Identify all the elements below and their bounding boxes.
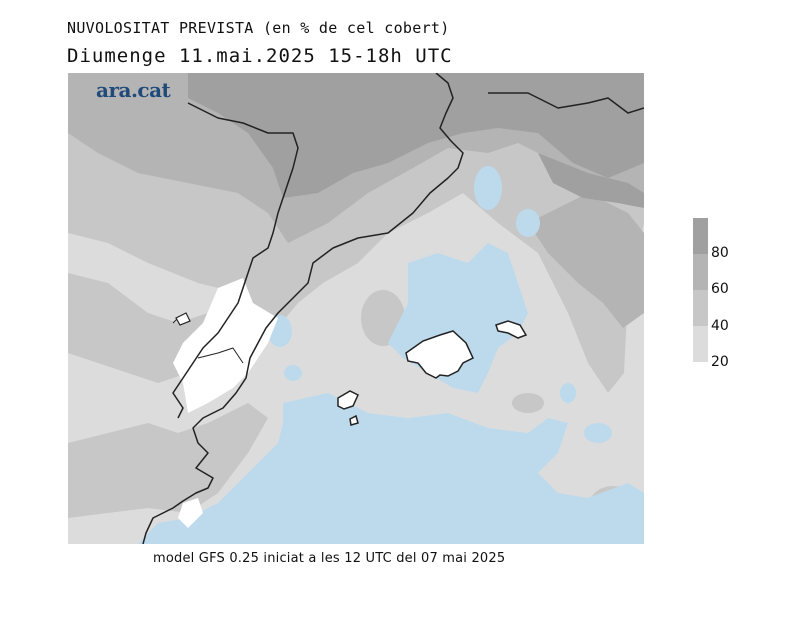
legend-label-20: 20: [711, 354, 729, 370]
legend-band-40-60: [693, 290, 708, 326]
clear-sea-patch-5: [584, 423, 612, 443]
clear-sea-area-south: [138, 393, 644, 544]
island-ibiza: [337, 390, 359, 410]
clear-sky-area-southwest: [178, 498, 203, 528]
clear-sea-patch-2: [516, 209, 540, 237]
legend-band-60-80: [693, 254, 708, 290]
cloud-band-60-80-northeast: [528, 193, 644, 328]
clear-sea-patch-6: [560, 383, 576, 403]
cloud-band-60-80-patch-1: [68, 83, 188, 143]
clear-sky-area-west: [173, 278, 278, 413]
clear-sea-patch-4: [284, 365, 302, 381]
legend-band-20-40: [693, 326, 708, 362]
island-mallorca: [405, 330, 474, 379]
islet-columbretes: [175, 312, 191, 326]
cloud-band-80-100-north: [188, 73, 644, 198]
border-aragon-catalonia: [172, 272, 249, 419]
cloud-cover-map: [68, 73, 644, 544]
island-formentera: [349, 414, 359, 426]
legend-label-80: 80: [711, 245, 729, 261]
cloud-band-40-60-southwest: [68, 403, 268, 518]
model-run-footer: model GFS 0.25 iniciat a les 12 UTC del …: [153, 551, 506, 566]
cloud-band-40-60-patch-3: [512, 393, 544, 413]
legend-label-40: 40: [711, 318, 729, 334]
border-internal-1: [197, 347, 244, 364]
island-menorca: [495, 320, 528, 339]
cloud-band-80-100-northeast: [538, 153, 644, 208]
legend-band-80-100: [693, 218, 708, 254]
clear-sea-patch-1: [474, 166, 502, 210]
border-france-spain: [187, 102, 299, 274]
ara-cat-logo[interactable]: ara.cat: [96, 78, 171, 102]
coastline-mainland: [142, 73, 464, 544]
forecast-time-subtitle: Diumenge 11.mai.2025 15-18h UTC: [67, 45, 453, 67]
chart-title: NUVOLOSITAT PREVISTA (en % de cel cobert…: [67, 19, 450, 37]
border-catalonia-east: [488, 92, 644, 114]
legend-label-60: 60: [711, 281, 729, 297]
